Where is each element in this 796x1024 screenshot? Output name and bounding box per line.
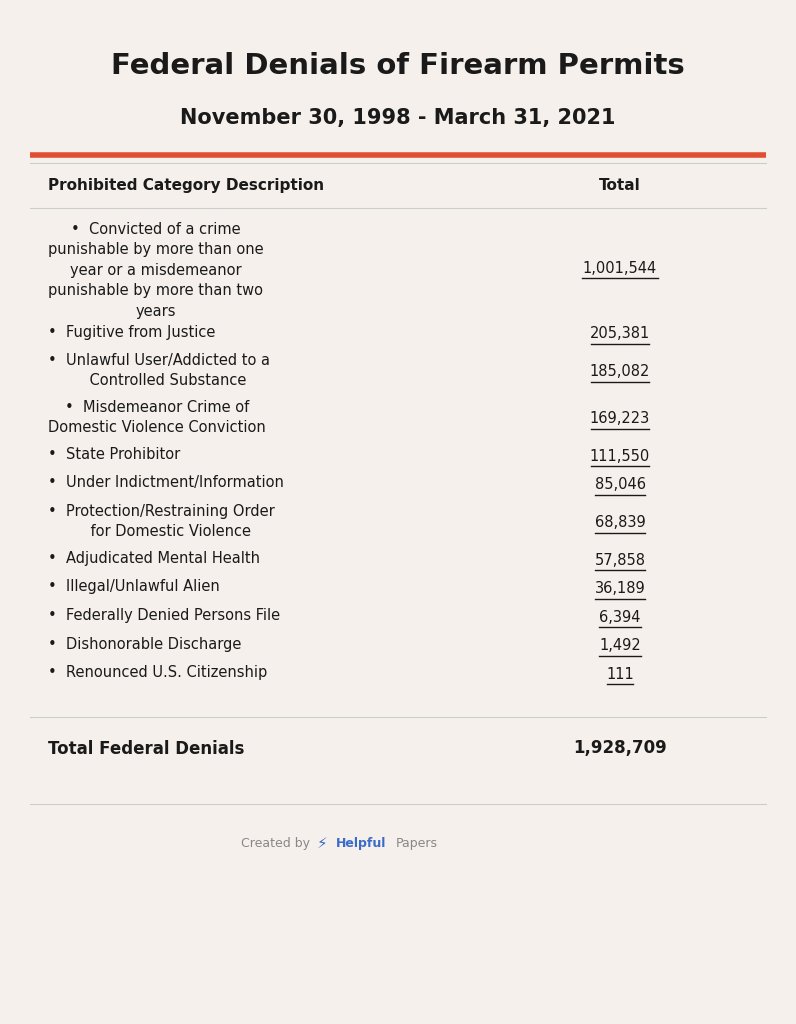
Text: 169,223: 169,223 [590,411,650,426]
Text: •  Unlawful User/Addicted to a
    Controlled Substance: • Unlawful User/Addicted to a Controlled… [48,353,270,388]
Text: 57,858: 57,858 [595,553,646,567]
Text: •  Renounced U.S. Citizenship: • Renounced U.S. Citizenship [48,665,267,680]
Text: Created by: Created by [241,837,310,850]
Text: •  Convicted of a crime
punishable by more than one
year or a misdemeanor
punish: • Convicted of a crime punishable by mor… [48,222,263,318]
Text: 85,046: 85,046 [595,477,646,493]
Text: Helpful: Helpful [336,837,386,850]
Text: •  Fugitive from Justice: • Fugitive from Justice [48,325,216,340]
Text: 1,001,544: 1,001,544 [583,261,657,275]
Text: 6,394: 6,394 [599,609,641,625]
Text: 111,550: 111,550 [590,449,650,464]
Text: •  Federally Denied Persons File: • Federally Denied Persons File [48,608,280,623]
Text: November 30, 1998 - March 31, 2021: November 30, 1998 - March 31, 2021 [180,108,616,128]
Text: •  State Prohibitor: • State Prohibitor [48,447,180,462]
Text: ⚡: ⚡ [317,836,327,851]
Text: 185,082: 185,082 [590,364,650,379]
Text: 1,492: 1,492 [599,638,641,653]
Text: Total Federal Denials: Total Federal Denials [48,739,244,758]
Text: 68,839: 68,839 [595,515,646,530]
Text: 36,189: 36,189 [595,582,646,596]
Text: 1,928,709: 1,928,709 [573,739,667,758]
Text: •  Dishonorable Discharge: • Dishonorable Discharge [48,637,241,651]
Text: Prohibited Category Description: Prohibited Category Description [48,178,324,193]
Text: Papers: Papers [396,837,438,850]
Text: •  Under Indictment/Information: • Under Indictment/Information [48,475,284,490]
Text: Total: Total [599,178,641,193]
Text: •  Adjudicated Mental Health: • Adjudicated Mental Health [48,551,260,566]
Text: •  Illegal/Unlawful Alien: • Illegal/Unlawful Alien [48,580,220,595]
Text: •  Protection/Restraining Order
    for Domestic Violence: • Protection/Restraining Order for Domes… [48,504,275,540]
Text: 111: 111 [606,667,634,682]
Text: Federal Denials of Firearm Permits: Federal Denials of Firearm Permits [111,52,685,80]
Text: •  Misdemeanor Crime of
Domestic Violence Conviction: • Misdemeanor Crime of Domestic Violence… [48,400,266,435]
Text: 205,381: 205,381 [590,327,650,341]
